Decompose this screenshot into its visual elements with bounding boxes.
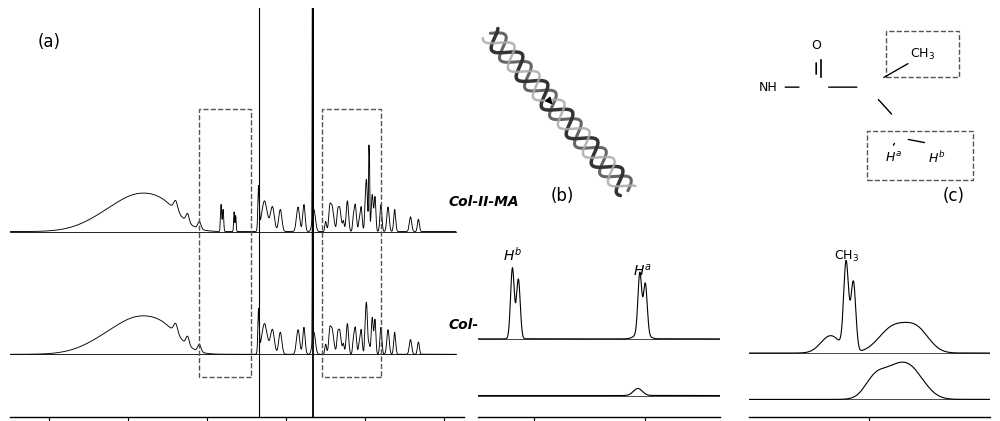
Text: CH$_3$: CH$_3$ bbox=[910, 46, 935, 61]
Text: $\mathit{H}^b$: $\mathit{H}^b$ bbox=[503, 246, 522, 264]
Bar bbox=[322, 109, 381, 377]
Text: (c): (c) bbox=[943, 187, 965, 205]
Text: CH$_3$: CH$_3$ bbox=[834, 249, 859, 264]
Bar bbox=[199, 109, 251, 377]
FancyBboxPatch shape bbox=[886, 31, 959, 77]
Text: Col-II-MA: Col-II-MA bbox=[448, 195, 519, 209]
Text: O: O bbox=[811, 39, 821, 52]
Text: NH: NH bbox=[759, 81, 777, 93]
Text: $\mathit{H}^a$: $\mathit{H}^a$ bbox=[633, 262, 652, 278]
Text: (b): (b) bbox=[551, 187, 574, 205]
Text: (a): (a) bbox=[37, 33, 60, 51]
FancyBboxPatch shape bbox=[867, 131, 973, 180]
Text: Col-II: Col-II bbox=[448, 318, 488, 332]
Text: $H^b$: $H^b$ bbox=[928, 149, 946, 165]
Text: $H^a$: $H^a$ bbox=[885, 151, 902, 165]
